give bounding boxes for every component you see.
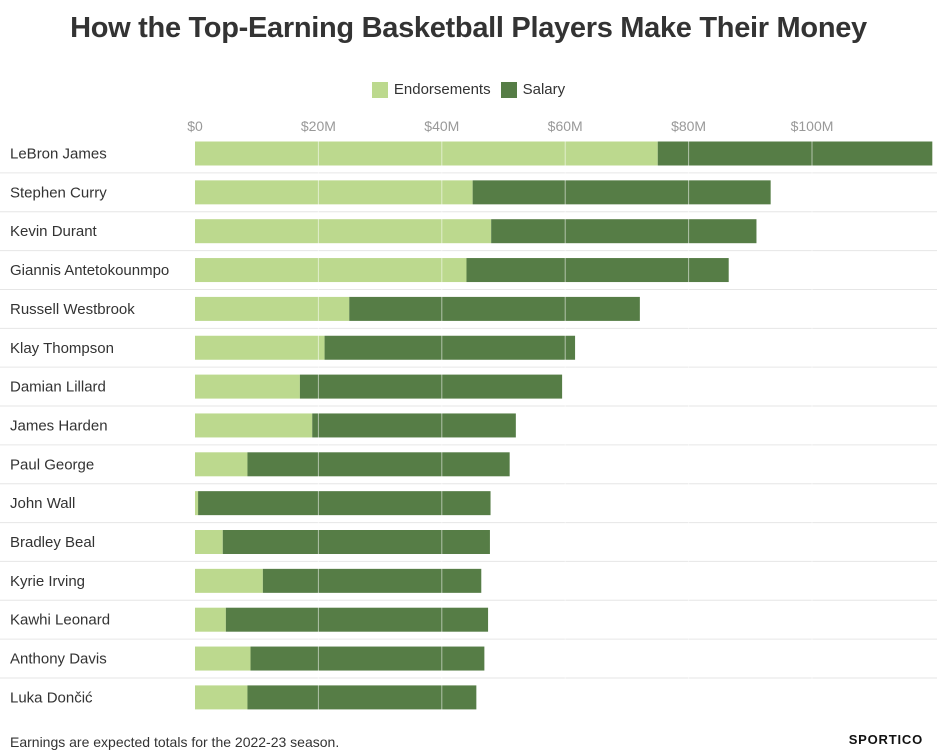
endorsements-bar xyxy=(195,413,313,438)
endorsements-bar xyxy=(195,646,251,671)
player-label: Luka Dončić xyxy=(10,689,93,706)
x-tick-label: $60M xyxy=(548,118,583,134)
player-label: Bradley Beal xyxy=(10,534,95,551)
player-label: John Wall xyxy=(10,495,75,512)
x-tick-label: $0 xyxy=(187,118,203,134)
legend-item-salary: Salary xyxy=(500,81,566,98)
legend-label-endorsements: Endorsements xyxy=(393,81,491,98)
player-label: Anthony Davis xyxy=(10,651,107,668)
endorsements-bar xyxy=(195,530,223,554)
endorsements-bar xyxy=(195,374,300,399)
x-tick-label: $20M xyxy=(301,118,336,134)
endorsements-bar xyxy=(195,219,492,244)
player-label: Klay Thompson xyxy=(10,340,114,357)
player-label: James Harden xyxy=(10,417,108,434)
player-label: Kyrie Irving xyxy=(10,573,85,590)
endorsements-bar xyxy=(195,141,658,166)
player-label: Giannis Antetokounmpo xyxy=(10,262,169,279)
player-label: Damian Lillard xyxy=(10,379,106,396)
player-label: LeBron James xyxy=(10,146,107,163)
salary-bar xyxy=(247,452,510,477)
salary-bar xyxy=(657,141,933,166)
salary-bar xyxy=(466,258,729,283)
legend: Endorsements Salary xyxy=(0,81,937,98)
footnote: Earnings are expected totals for the 202… xyxy=(10,734,340,750)
bar-chart: $0 $20M $40M $60M $80M $100M LeBron James Steph… xyxy=(0,118,937,710)
salary-bar xyxy=(262,568,482,593)
endorsements-swatch xyxy=(371,81,388,98)
x-tick-label: $100M xyxy=(791,118,834,134)
x-tick-label: $80M xyxy=(671,118,706,134)
chart-title: How the Top-Earning Basketball Players M… xyxy=(70,12,867,44)
player-label: Kevin Durant xyxy=(10,223,98,240)
endorsements-bar xyxy=(195,335,325,360)
endorsements-bar xyxy=(195,568,263,593)
salary-bar xyxy=(222,530,490,554)
endorsements-bar xyxy=(195,296,350,321)
salary-bar xyxy=(198,491,491,516)
salary-bar xyxy=(312,413,516,438)
salary-bar xyxy=(472,180,771,205)
player-label: Russell Westbrook xyxy=(10,301,135,318)
endorsements-bar xyxy=(195,607,226,632)
salary-bar xyxy=(247,685,477,710)
salary-bar xyxy=(225,607,489,632)
endorsements-bar xyxy=(195,452,248,477)
endorsements-bar xyxy=(195,685,248,710)
player-label: Paul George xyxy=(10,456,94,473)
salary-bar xyxy=(250,646,485,671)
salary-swatch xyxy=(500,81,517,98)
endorsements-bar xyxy=(195,258,467,283)
salary-bar xyxy=(324,335,576,360)
endorsements-bar xyxy=(195,491,199,516)
x-tick-label: $40M xyxy=(424,118,459,134)
player-label: Stephen Curry xyxy=(10,184,107,201)
endorsements-bar xyxy=(195,180,473,205)
legend-item-endorsements: Endorsements xyxy=(371,81,491,98)
brand-logo: SPORTICO xyxy=(848,732,923,747)
legend-label-salary: Salary xyxy=(522,81,566,98)
salary-bar xyxy=(491,219,757,244)
salary-bar xyxy=(349,296,640,321)
salary-bar xyxy=(299,374,563,399)
player-label: Kawhi Leonard xyxy=(10,612,110,629)
